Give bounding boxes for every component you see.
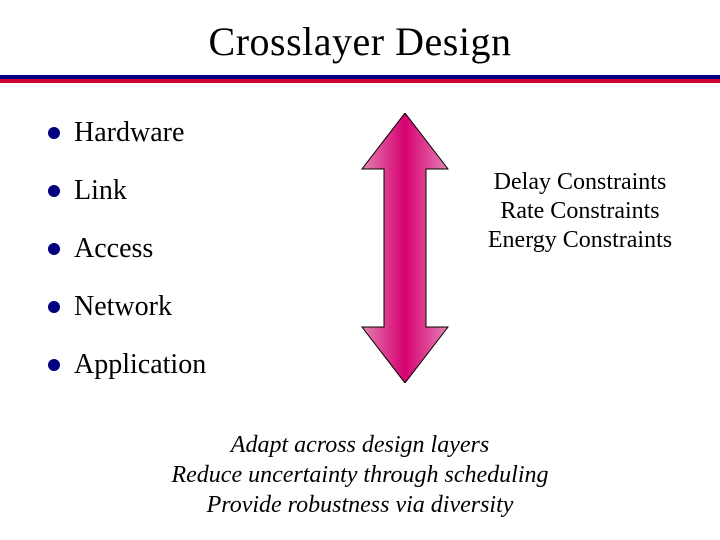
list-item: Application: [48, 349, 206, 381]
slide-body: Hardware Link Access Network Application: [0, 83, 720, 443]
bullet-text: Access: [74, 233, 153, 265]
footer-block: Adapt across design layers Reduce uncert…: [0, 430, 720, 520]
bullet-text: Network: [74, 291, 172, 323]
bullet-icon: [48, 301, 60, 313]
bullet-text: Application: [74, 349, 206, 381]
footer-line: Reduce uncertainty through scheduling: [0, 460, 720, 490]
list-item: Access: [48, 233, 206, 265]
list-item: Link: [48, 175, 206, 207]
constraint-line: Rate Constraints: [465, 197, 695, 226]
slide-title: Crosslayer Design: [0, 0, 720, 75]
bullet-list: Hardware Link Access Network Application: [48, 117, 206, 407]
bullet-icon: [48, 243, 60, 255]
constraint-line: Energy Constraints: [465, 226, 695, 255]
list-item: Hardware: [48, 117, 206, 149]
footer-line: Adapt across design layers: [0, 430, 720, 460]
list-item: Network: [48, 291, 206, 323]
double-arrow-icon: [360, 113, 450, 383]
constraint-line: Delay Constraints: [465, 168, 695, 197]
bullet-icon: [48, 185, 60, 197]
bullet-text: Hardware: [74, 117, 184, 149]
bullet-icon: [48, 127, 60, 139]
bullet-icon: [48, 359, 60, 371]
footer-line: Provide robustness via diversity: [0, 490, 720, 520]
double-arrow-path: [362, 113, 448, 383]
bullet-text: Link: [74, 175, 127, 207]
slide: Crosslayer Design Hardware Link Access N…: [0, 0, 720, 540]
constraints-block: Delay Constraints Rate Constraints Energ…: [465, 168, 695, 254]
